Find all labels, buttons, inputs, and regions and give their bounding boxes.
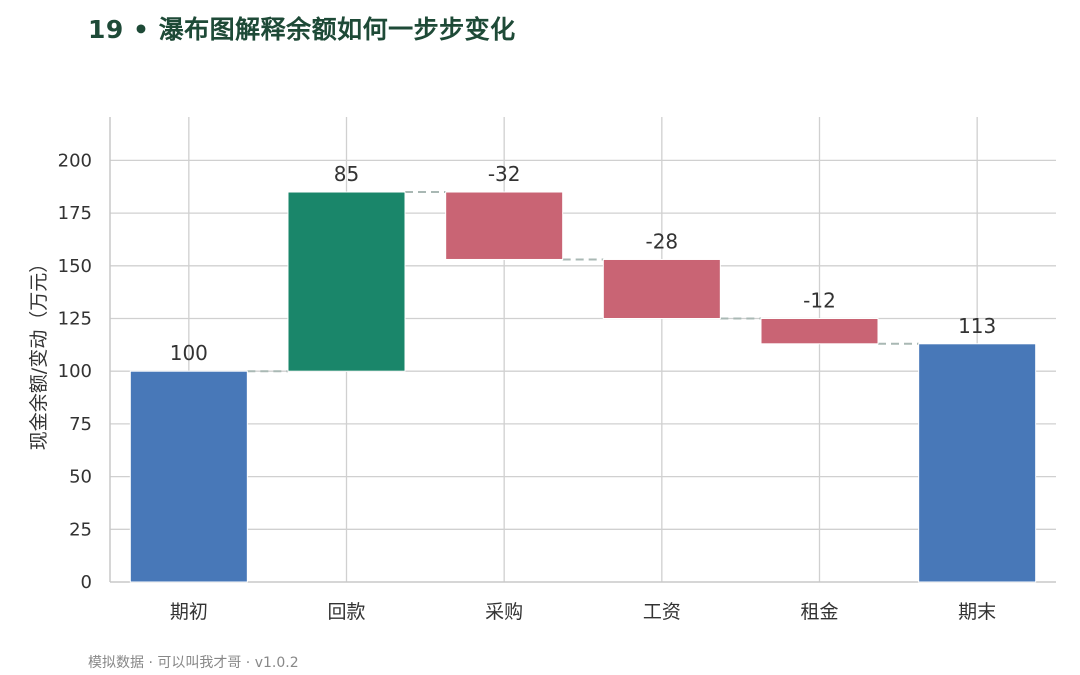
x-tick-label: 租金	[800, 601, 838, 623]
bar-decrease	[445, 191, 564, 260]
bar-increase	[287, 191, 406, 372]
bar-total	[129, 370, 248, 583]
chart-title: 19 • 瀑布图解释余额如何一步步变化	[88, 15, 516, 44]
footer-note: 模拟数据 · 可以叫我才哥 · v1.0.2	[88, 655, 299, 671]
y-tick-label: 0	[81, 572, 92, 593]
y-tick-label: 50	[69, 467, 92, 488]
x-tick-label: 采购	[485, 601, 523, 623]
y-tick-label: 125	[58, 309, 92, 330]
bar-total	[918, 343, 1037, 583]
bar-decrease	[602, 258, 721, 320]
data-label: -12	[803, 289, 836, 313]
y-tick-label: 150	[58, 256, 92, 277]
data-label: -32	[488, 162, 521, 186]
data-label: 85	[334, 162, 359, 186]
x-tick-label: 回款	[327, 601, 365, 623]
bar-decrease	[760, 318, 879, 345]
x-tick-label: 期初	[170, 601, 208, 623]
y-axis-label: 现金余额/变动（万元）	[28, 254, 50, 450]
data-label: 113	[958, 314, 996, 338]
y-tick-label: 25	[69, 519, 92, 540]
y-tick-label: 100	[58, 361, 92, 382]
y-tick-label: 175	[58, 203, 92, 224]
y-tick-label: 75	[69, 414, 92, 435]
x-tick-label: 期末	[958, 601, 996, 623]
x-tick-label: 工资	[643, 601, 681, 623]
data-label: -28	[645, 229, 678, 253]
data-label: 100	[170, 341, 208, 365]
y-tick-label: 200	[58, 150, 92, 171]
